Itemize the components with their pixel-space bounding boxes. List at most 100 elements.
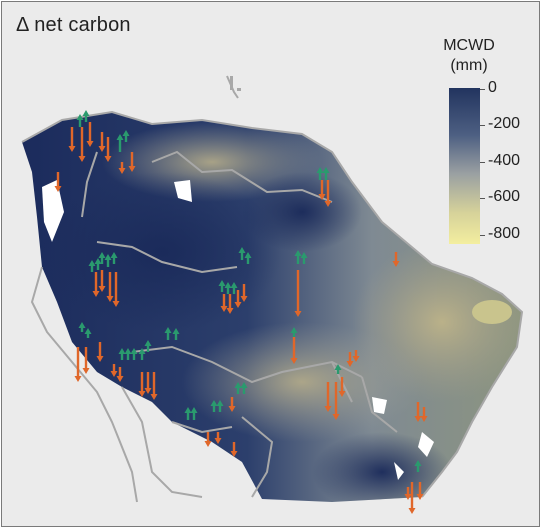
legend-tick-mark	[480, 198, 485, 199]
carbon-loss-arrowhead	[240, 296, 248, 302]
carbon-loss-arrowhead	[226, 308, 234, 314]
legend-colorbar	[449, 88, 480, 244]
carbon-loss-arrowhead	[104, 156, 112, 162]
carbon-gain-arrowhead	[234, 382, 242, 388]
legend-tick-mark	[480, 89, 485, 90]
carbon-loss-arrowhead	[420, 416, 428, 422]
carbon-loss-arrowhead	[98, 146, 106, 152]
carbon-loss-arrowhead	[318, 194, 326, 200]
carbon-loss-arrowhead	[110, 371, 118, 377]
carbon-gain-arrowhead	[82, 110, 90, 116]
carbon-gain-arrowhead	[230, 282, 238, 288]
carbon-gain-arrowhead	[334, 364, 342, 370]
carbon-gain-arrowhead	[190, 407, 198, 413]
legend-tick-label: -400	[488, 152, 521, 169]
carbon-loss-arrowhead	[290, 358, 298, 364]
carbon-loss-arrowhead	[234, 302, 242, 308]
carbon-gain-arrowhead	[210, 400, 218, 406]
carbon-gain-arrowhead	[144, 340, 152, 346]
carbon-loss-arrowhead	[352, 356, 360, 362]
carbon-gain-arrowhead	[76, 114, 84, 120]
carbon-loss-arrowhead	[416, 494, 424, 500]
legend-tick-label: -800	[488, 225, 521, 242]
carbon-loss-arrowhead	[220, 306, 228, 312]
map-frame: Δ net carbon MCWD (mm) 0 -200 -400 -600 …	[1, 1, 540, 527]
carbon-loss-arrowhead	[98, 286, 106, 292]
carbon-gain-arrowhead	[138, 348, 146, 354]
carbon-loss-arrowhead	[74, 376, 82, 382]
carbon-gain-arrowhead	[84, 328, 92, 334]
carbon-loss-arrowhead	[414, 416, 422, 422]
carbon-gain-arrowhead	[124, 348, 132, 354]
carbon-loss-arrowhead	[144, 388, 152, 394]
carbon-loss-arrowhead	[82, 368, 90, 374]
islands	[230, 76, 241, 91]
carbon-loss-arrowhead	[346, 361, 354, 367]
carbon-gain-arrowhead	[172, 328, 180, 334]
carbon-gain-arrowhead	[98, 252, 106, 258]
country-borders	[21, 75, 524, 503]
legend-tick-label: 0	[488, 79, 497, 96]
carbon-loss-arrowhead	[150, 394, 158, 400]
carbon-loss-arrowhead	[116, 376, 124, 382]
carbon-gain-arrowhead	[216, 400, 224, 406]
carbon-gain-arrowhead	[238, 247, 246, 253]
carbon-gain-arrowhead	[122, 130, 130, 136]
carbon-gain-arrowhead	[240, 382, 248, 388]
carbon-loss-arrowhead	[408, 508, 416, 514]
carbon-loss-arrowhead	[324, 406, 332, 412]
legend-tick-mark	[480, 235, 485, 236]
carbon-gain-arrowhead	[164, 327, 172, 333]
carbon-gain-arrowhead	[290, 327, 298, 333]
map-title: Δ net carbon	[16, 14, 131, 36]
legend-tick-label: -600	[488, 188, 521, 205]
carbon-gain-arrowhead	[116, 134, 124, 140]
carbon-gain-arrowhead	[110, 252, 118, 258]
carbon-gain-arrowhead	[118, 348, 126, 354]
carbon-loss-arrowhead	[138, 391, 146, 397]
carbon-loss-arrowhead	[294, 311, 302, 317]
carbon-loss-arrowhead	[112, 301, 120, 307]
carbon-loss-arrowhead	[106, 296, 114, 302]
carbon-loss-arrowhead	[68, 146, 76, 152]
carbon-gain-arrowhead	[78, 322, 86, 328]
carbon-loss-arrowhead	[54, 186, 62, 192]
carbon-loss-arrowhead	[128, 166, 136, 172]
carbon-loss-arrowhead	[78, 156, 86, 162]
carbon-gain-arrowhead	[322, 167, 330, 173]
legend-title-line1: MCWD	[443, 37, 495, 54]
carbon-gain-arrowhead	[224, 282, 232, 288]
amazon-map	[21, 75, 524, 514]
carbon-gain-arrowhead	[294, 250, 302, 256]
carbon-loss-arrowhead	[214, 438, 222, 444]
carbon-gain-arrowhead	[414, 460, 422, 466]
carbon-gain-arrowhead	[316, 167, 324, 173]
carbon-gain-arrowhead	[130, 348, 138, 354]
carbon-loss-arrowhead	[96, 356, 104, 362]
legend-tick-mark	[480, 125, 485, 126]
carbon-gain-arrowhead	[184, 407, 192, 413]
carbon-loss-arrowhead	[404, 494, 412, 500]
legend-tick-label: -200	[488, 115, 521, 132]
carbon-loss-arrowhead	[92, 291, 100, 297]
carbon-loss-arrowhead	[332, 414, 340, 420]
carbon-loss-arrowhead	[392, 261, 400, 267]
mcwd-raster	[22, 112, 522, 502]
carbon-gain-arrowhead	[104, 254, 112, 260]
legend-tick-mark	[480, 162, 485, 163]
carbon-loss-arrowhead	[118, 168, 126, 174]
legend-title: MCWD (mm)	[434, 36, 504, 76]
carbon-loss-arrowhead	[86, 141, 94, 147]
legend-title-line2: (mm)	[450, 57, 488, 74]
carbon-loss-arrowhead	[204, 441, 212, 447]
carbon-gain-arrowhead	[88, 260, 96, 266]
carbon-gain-arrowhead	[94, 258, 102, 264]
arrow-layer	[54, 110, 428, 514]
carbon-loss-arrowhead	[228, 406, 236, 412]
carbon-gain-arrowhead	[300, 252, 308, 258]
carbon-gain-arrowhead	[244, 252, 252, 258]
carbon-loss-arrowhead	[230, 451, 238, 457]
carbon-loss-arrowhead	[324, 201, 332, 207]
carbon-gain-arrowhead	[218, 280, 226, 286]
carbon-loss-arrowhead	[338, 391, 346, 397]
